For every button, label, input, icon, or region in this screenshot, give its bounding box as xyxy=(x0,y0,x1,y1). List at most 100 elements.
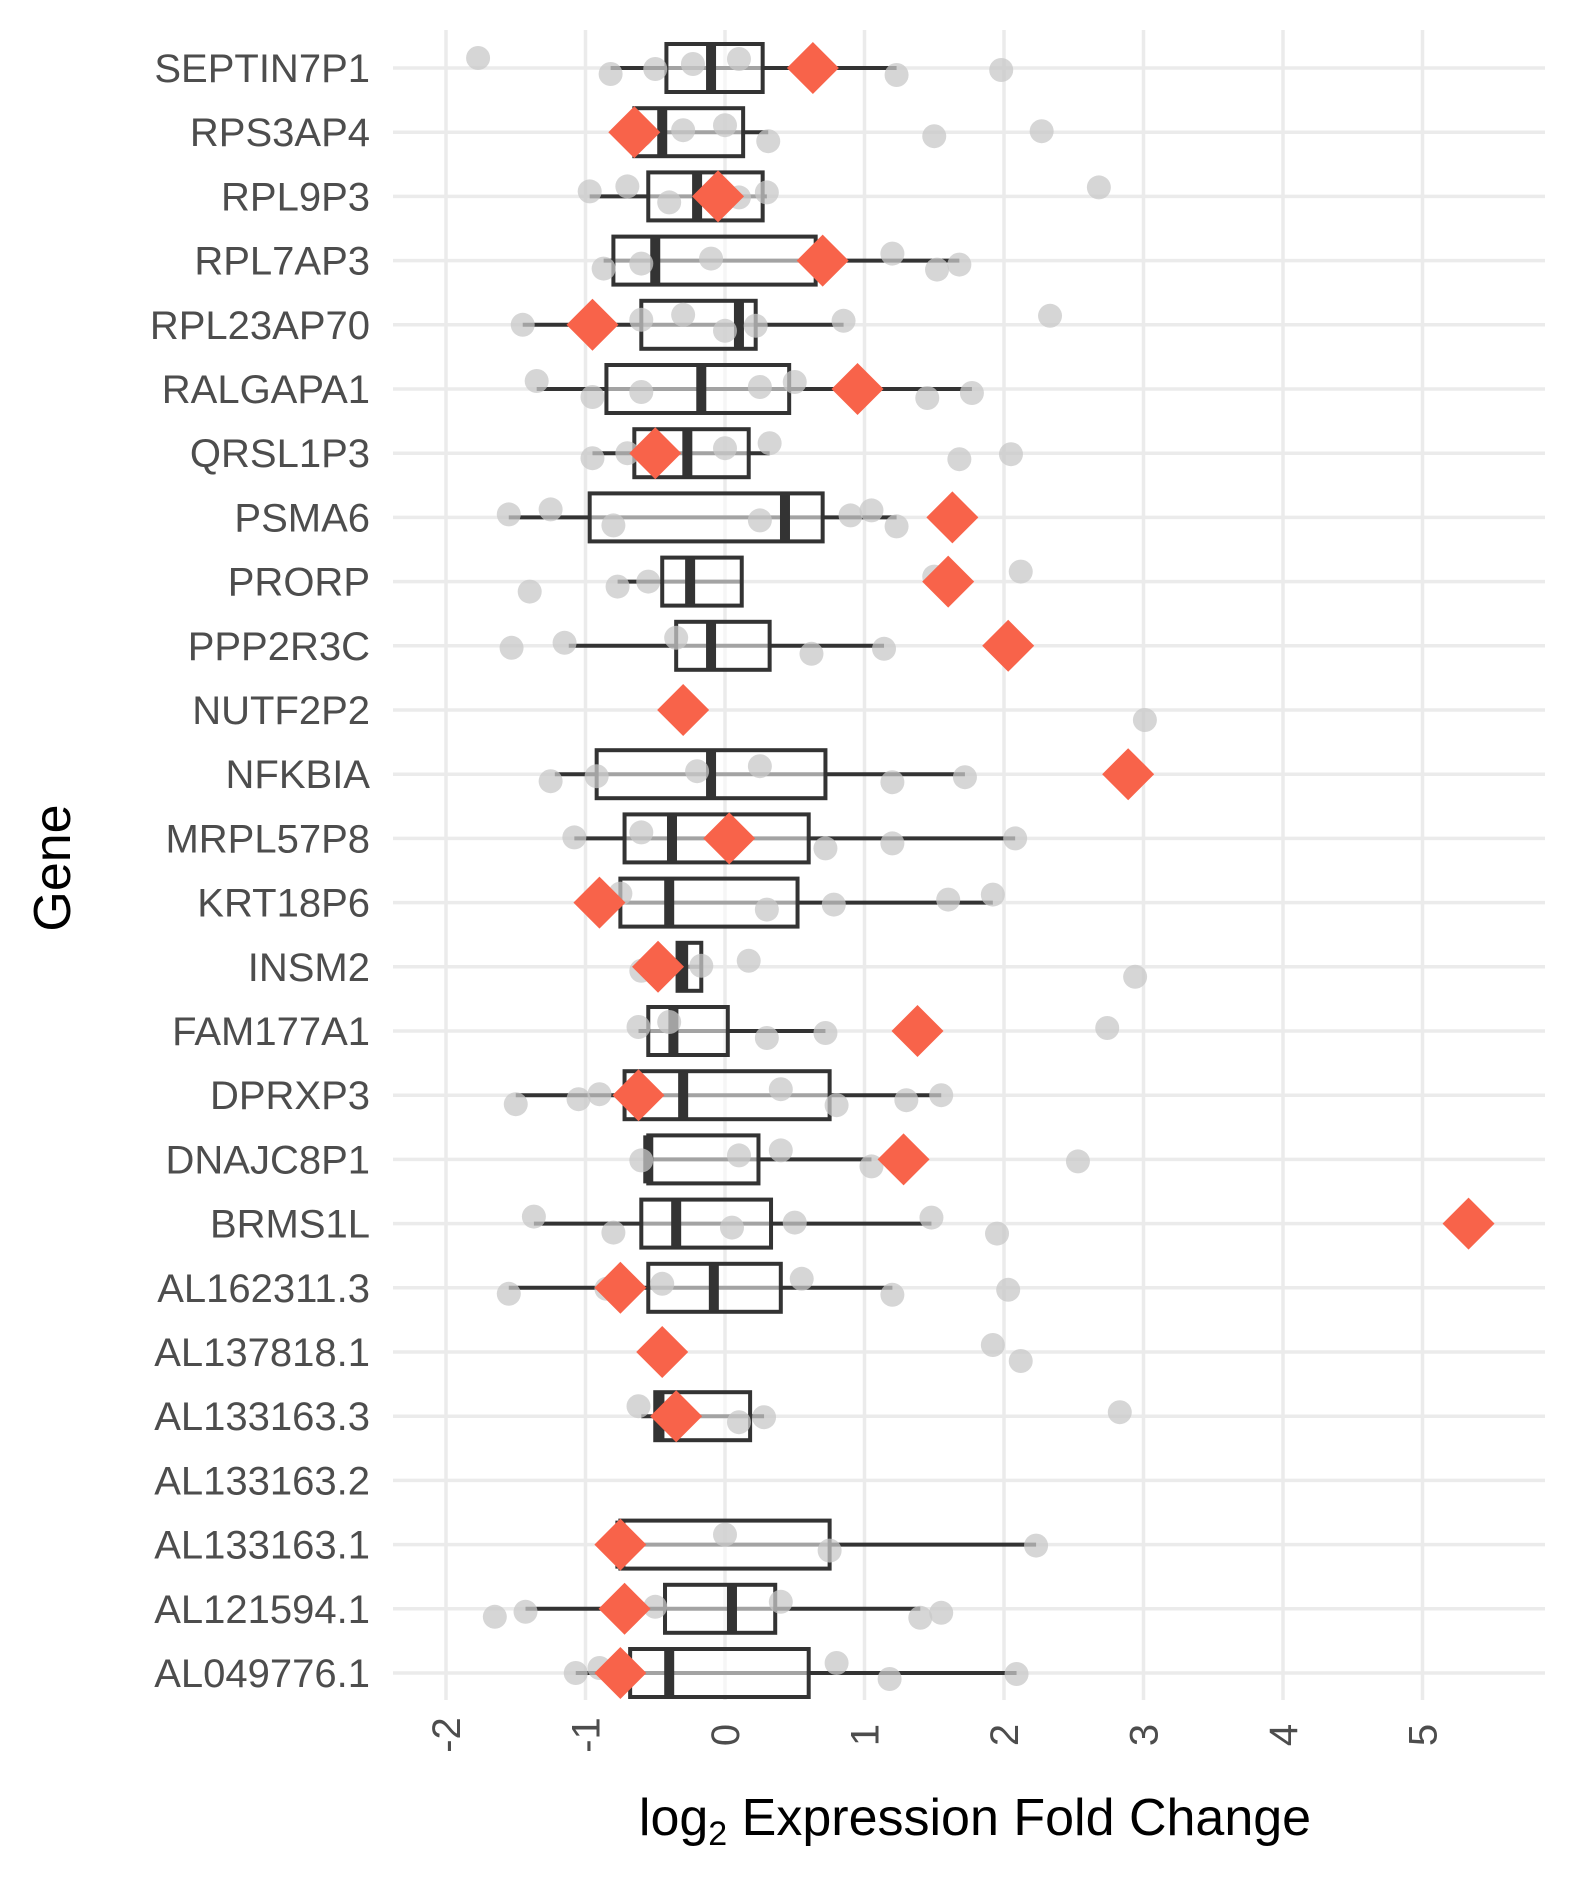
x-tick-label: 1 xyxy=(844,1724,888,1746)
sample-point xyxy=(685,759,710,784)
sample-point xyxy=(747,375,772,399)
sample-point xyxy=(713,1522,737,1547)
sample-point xyxy=(757,431,782,456)
sample-point xyxy=(629,1148,654,1173)
sample-point xyxy=(782,1210,807,1235)
sample-point xyxy=(736,948,761,973)
sample-point xyxy=(664,625,689,650)
sample-point xyxy=(562,825,587,850)
sample-point xyxy=(726,1410,751,1435)
sample-point xyxy=(908,1605,933,1630)
sample-point xyxy=(919,1205,944,1230)
x-axis-title-subscript: 2 xyxy=(708,1815,727,1853)
grid-layer xyxy=(393,30,1545,1700)
sample-point xyxy=(699,246,724,271)
sample-point xyxy=(615,174,640,199)
sample-point xyxy=(756,129,781,154)
gene-label: PRORP xyxy=(228,561,370,605)
sample-point xyxy=(880,770,905,795)
sample-point xyxy=(747,508,772,533)
x-axis-title-main: log xyxy=(639,1789,708,1847)
sample-point xyxy=(980,1333,1005,1357)
sample-point xyxy=(880,241,905,266)
sample-point xyxy=(859,498,884,523)
sample-point xyxy=(929,1600,954,1625)
sample-point xyxy=(813,1021,838,1045)
label-layer: -2 -1 0 1 2 3 4 5 SEPTIN7P1 RPS3AP4 RPL9P3 RPL7AP3 R… xyxy=(150,47,1446,1753)
sample-point xyxy=(524,369,549,393)
sample-point xyxy=(768,1589,793,1614)
box-layer xyxy=(508,42,1037,1699)
sample-point xyxy=(959,381,984,405)
x-tick-label: 3 xyxy=(1123,1724,1167,1746)
mean-diamond xyxy=(650,1390,703,1443)
sample-point xyxy=(650,1271,675,1296)
gene-label: AL121594.1 xyxy=(154,1588,370,1632)
mean-diamond xyxy=(891,1005,944,1057)
sample-point xyxy=(629,307,654,332)
sample-point xyxy=(831,308,856,333)
mean-diamond xyxy=(786,42,839,94)
sample-point xyxy=(719,1215,744,1240)
mean-diamond xyxy=(636,1326,689,1378)
sample-point xyxy=(838,503,863,528)
sample-point xyxy=(643,1594,668,1619)
mean-diamond xyxy=(703,812,756,865)
sample-point xyxy=(538,769,563,794)
sample-point xyxy=(877,1667,902,1691)
gene-label: DNAJC8P1 xyxy=(165,1138,370,1182)
sample-point xyxy=(496,1281,521,1306)
x-tick-label: -2 xyxy=(425,1717,469,1753)
sample-point xyxy=(513,1599,538,1624)
sample-point xyxy=(1008,559,1033,584)
mean-diamond xyxy=(1442,1197,1495,1250)
gene-label: AL137818.1 xyxy=(154,1331,370,1375)
sample-point xyxy=(510,312,535,337)
sample-point xyxy=(521,1204,546,1229)
sample-point xyxy=(747,754,772,779)
gene-label: FAM177A1 xyxy=(172,1010,370,1054)
iqr-box xyxy=(674,619,772,672)
sample-point xyxy=(952,765,977,790)
gene-label: RALGAPA1 xyxy=(162,368,370,412)
mean-diamond xyxy=(566,298,619,351)
mean-diamond xyxy=(629,427,682,480)
sample-point xyxy=(1086,175,1111,200)
sample-point xyxy=(689,953,714,978)
mean-diamond xyxy=(692,170,745,223)
mean-diamond xyxy=(926,491,979,544)
sample-point xyxy=(601,513,626,538)
sample-point xyxy=(782,370,807,394)
iqr-box xyxy=(628,1647,811,1699)
gene-label: AL133163.2 xyxy=(154,1459,370,1503)
sample-point xyxy=(629,251,654,276)
sample-point xyxy=(1095,1016,1120,1040)
sample-point xyxy=(915,386,940,410)
diamond-layer xyxy=(566,42,1495,1699)
gene-label: MRPL57P8 xyxy=(165,817,370,861)
gene-label: SEPTIN7P1 xyxy=(154,47,370,91)
gene-label: PSMA6 xyxy=(234,496,370,540)
sample-point xyxy=(503,1092,528,1117)
sample-point xyxy=(482,1604,507,1629)
iqr-box xyxy=(663,1582,778,1635)
gene-label: RPS3AP4 xyxy=(190,111,370,155)
mean-diamond xyxy=(573,876,626,929)
x-tick-label: 4 xyxy=(1262,1724,1306,1746)
gene-label: AL133163.3 xyxy=(154,1395,370,1439)
sample-point xyxy=(789,1266,814,1291)
mean-diamond xyxy=(922,555,975,608)
x-tick-label: 0 xyxy=(704,1724,748,1746)
sample-point xyxy=(768,1077,793,1102)
mean-diamond xyxy=(598,1582,651,1635)
gene-label: QRSL1P3 xyxy=(190,432,370,476)
mean-diamond xyxy=(608,106,661,159)
sample-point xyxy=(713,318,737,343)
sample-point xyxy=(587,1082,612,1107)
sample-point xyxy=(817,1538,842,1563)
gene-label: PPP2R3C xyxy=(188,625,370,669)
sample-point xyxy=(824,1093,849,1118)
sample-point xyxy=(598,62,623,86)
sample-point xyxy=(552,630,577,655)
sample-point xyxy=(799,641,824,666)
